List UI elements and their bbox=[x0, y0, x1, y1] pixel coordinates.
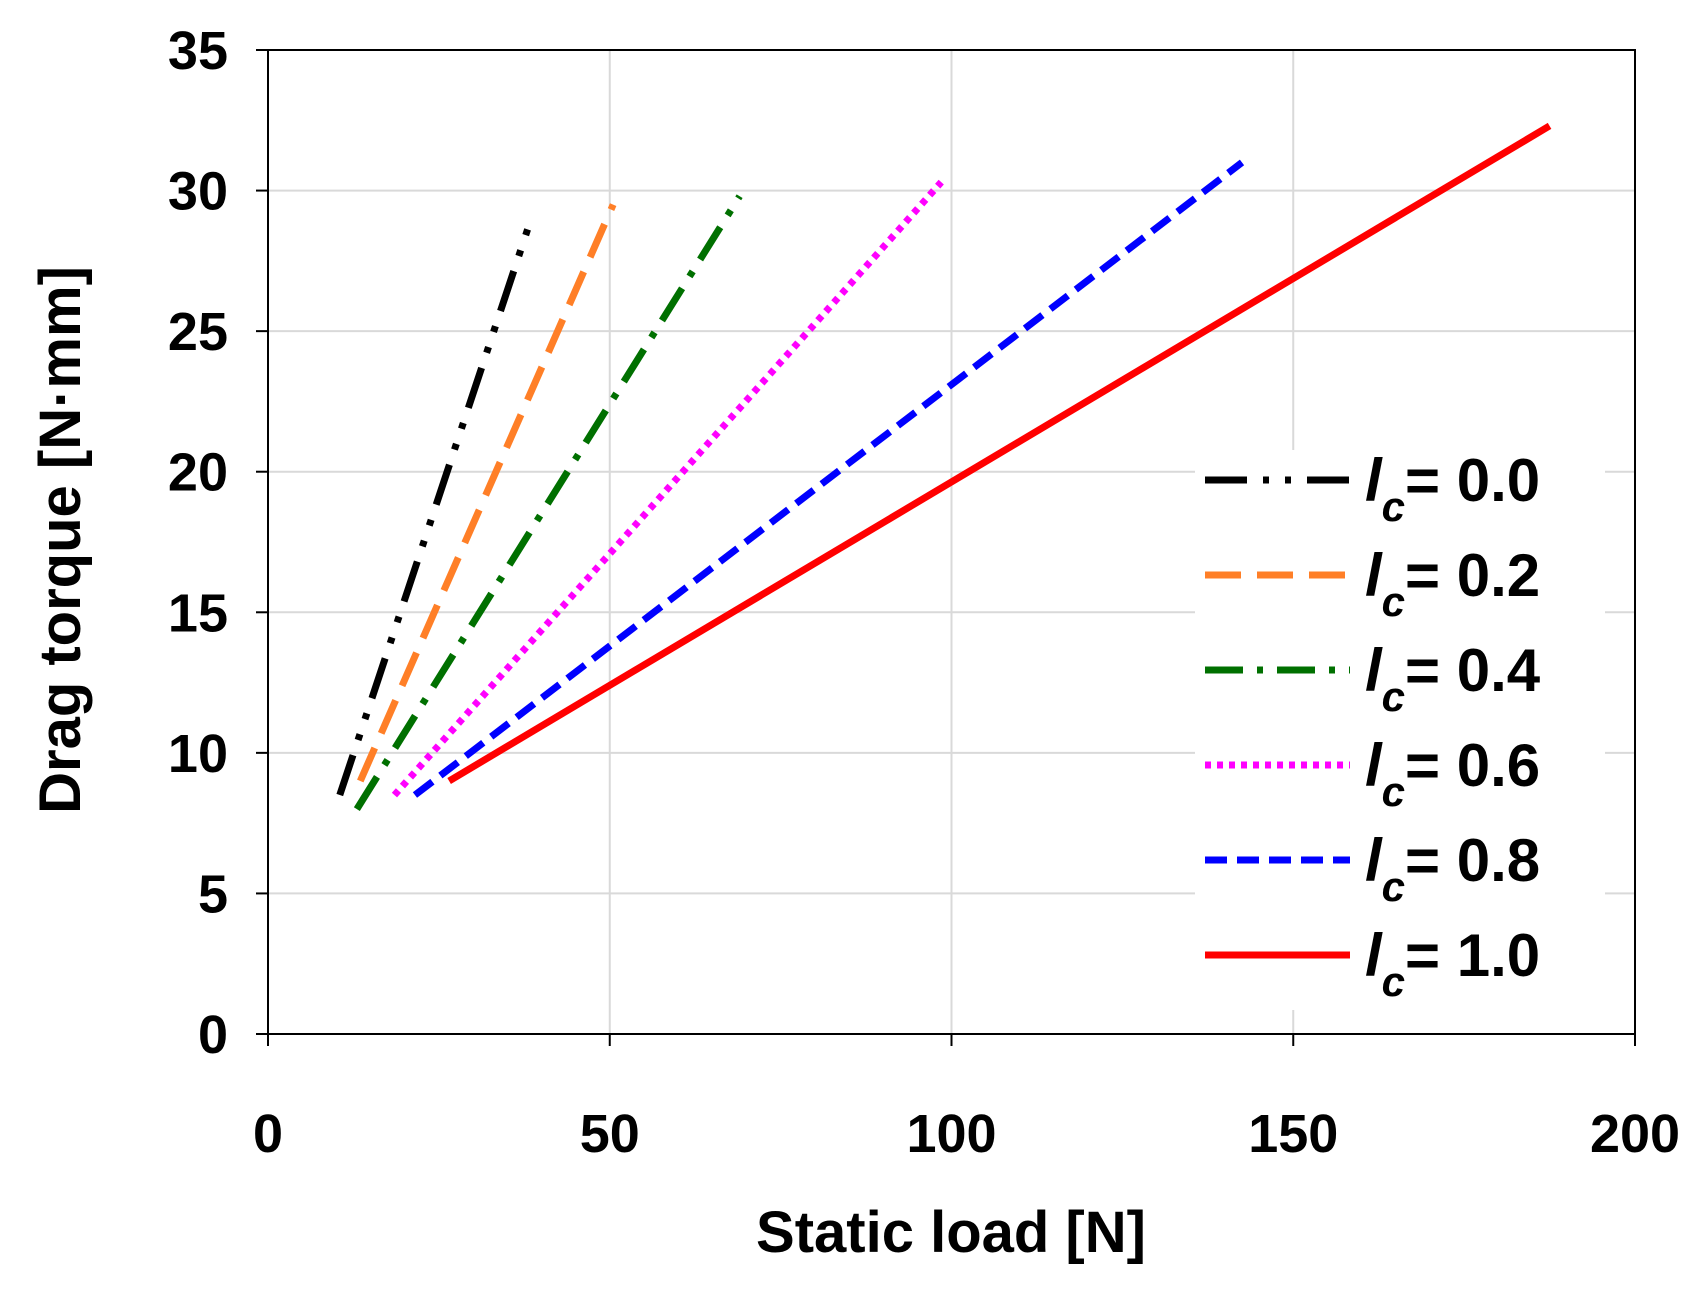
legend-label: lc= 1.0 bbox=[1365, 922, 1540, 1005]
legend-value: = 0.8 bbox=[1405, 827, 1540, 894]
y-tick-label: 35 bbox=[168, 21, 228, 81]
legend-symbol: l bbox=[1365, 922, 1383, 989]
legend-label: lc= 0.8 bbox=[1365, 827, 1540, 910]
series-line bbox=[412, 159, 1245, 798]
y-tick-labels: 0 5 10 15 20 25 30 35 bbox=[168, 21, 228, 1065]
x-tick-label: 150 bbox=[1248, 1104, 1338, 1164]
series-line bbox=[447, 122, 1552, 784]
y-axis-title: Drag torque [N·mm] bbox=[28, 266, 93, 814]
x-tick-label: 200 bbox=[1590, 1104, 1680, 1164]
legend-subscript: c bbox=[1382, 578, 1405, 625]
x-axis-title: Static load [N] bbox=[756, 1200, 1146, 1265]
legend-label: lc= 0.2 bbox=[1365, 542, 1540, 625]
legend-label: lc= 0.6 bbox=[1365, 732, 1540, 815]
x-tick-labels: 0 50 100 150 200 bbox=[253, 1104, 1680, 1164]
legend-subscript: c bbox=[1382, 958, 1405, 1005]
series-line bbox=[336, 217, 535, 797]
series-lines bbox=[336, 122, 1552, 811]
legend-symbol: l bbox=[1365, 637, 1383, 704]
legend-background bbox=[1195, 450, 1605, 1010]
series-line bbox=[353, 194, 743, 811]
legend-symbol: l bbox=[1365, 447, 1383, 514]
y-tick-label: 0 bbox=[198, 1005, 228, 1065]
x-tick-label: 50 bbox=[580, 1104, 640, 1164]
legend-value: = 0.4 bbox=[1405, 637, 1541, 704]
y-tick-label: 5 bbox=[198, 864, 228, 924]
y-tick-label: 10 bbox=[168, 724, 228, 784]
legend-value: = 0.2 bbox=[1405, 542, 1540, 609]
legend-symbol: l bbox=[1365, 732, 1383, 799]
axis-ticks bbox=[256, 49, 1636, 1046]
legend-label: lc= 0.4 bbox=[1365, 637, 1541, 720]
legend-value: = 1.0 bbox=[1405, 922, 1540, 989]
legend: lc= 0.0lc= 0.2lc= 0.4lc= 0.6lc= 0.8lc= 1… bbox=[1205, 447, 1541, 1005]
series-line bbox=[391, 179, 944, 798]
legend-value: = 0.6 bbox=[1405, 732, 1540, 799]
legend-symbol: l bbox=[1365, 542, 1383, 609]
y-tick-label: 20 bbox=[168, 443, 228, 503]
y-tick-label: 15 bbox=[168, 583, 228, 643]
legend-subscript: c bbox=[1382, 483, 1405, 530]
legend-subscript: c bbox=[1382, 768, 1405, 815]
series-line bbox=[357, 203, 617, 783]
x-tick-label: 0 bbox=[253, 1104, 283, 1164]
legend-value: = 0.0 bbox=[1405, 447, 1540, 514]
legend-subscript: c bbox=[1382, 863, 1405, 910]
y-tick-label: 25 bbox=[168, 302, 228, 362]
legend-subscript: c bbox=[1382, 673, 1405, 720]
legend-symbol: l bbox=[1365, 827, 1383, 894]
legend-label: lc= 0.0 bbox=[1365, 447, 1540, 530]
y-tick-label: 30 bbox=[168, 162, 228, 222]
x-tick-label: 100 bbox=[906, 1104, 996, 1164]
